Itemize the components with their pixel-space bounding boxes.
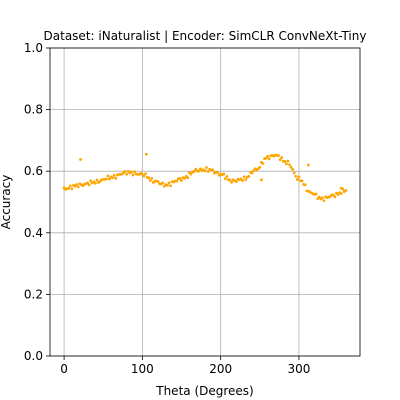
data-point	[166, 184, 169, 187]
data-point	[161, 181, 164, 184]
y-tick-label: 0.8	[24, 103, 43, 117]
data-point	[315, 193, 318, 196]
x-tick-label: 300	[287, 362, 310, 376]
data-point	[230, 181, 233, 184]
data-point	[88, 183, 91, 186]
x-tick-label: 200	[209, 362, 232, 376]
data-point	[268, 157, 271, 160]
grid-lines	[50, 48, 360, 356]
data-point	[67, 187, 70, 190]
axis-ticks: 0 100 200 300 0.0 0.2 0.4 0.6 0.8 1.0	[24, 41, 310, 376]
data-point	[205, 166, 208, 169]
y-tick-label: 0.6	[24, 164, 43, 178]
outlier-point	[340, 187, 343, 190]
data-point	[125, 173, 128, 176]
data-point	[293, 172, 296, 175]
data-point	[304, 183, 307, 186]
data-point	[175, 180, 178, 183]
data-point	[301, 179, 304, 182]
data-point	[262, 162, 265, 165]
data-point	[107, 174, 110, 177]
data-point	[226, 175, 229, 178]
chart-title: Dataset: iNaturalist | Encoder: SimCLR C…	[44, 29, 367, 43]
data-point	[132, 174, 135, 177]
data-point	[147, 176, 150, 179]
outlier-point	[260, 178, 263, 181]
data-point	[235, 180, 238, 183]
data-point	[114, 177, 117, 180]
data-point	[180, 179, 183, 182]
data-point	[298, 176, 301, 179]
data-point	[244, 178, 247, 181]
data-point	[130, 171, 133, 174]
data-point	[77, 185, 80, 188]
y-tick-label: 1.0	[24, 41, 43, 55]
data-point	[345, 189, 348, 192]
data-point	[211, 169, 214, 172]
data-point	[287, 160, 290, 163]
data-point	[241, 179, 244, 182]
data-point	[96, 179, 99, 182]
y-tick-label: 0.0	[24, 349, 43, 363]
data-point	[124, 170, 127, 173]
data-point	[133, 170, 136, 173]
data-point	[243, 175, 246, 178]
y-tick-label: 0.4	[24, 226, 43, 240]
data-point	[105, 178, 108, 181]
data-point	[321, 196, 324, 199]
data-point	[247, 175, 250, 178]
data-point	[288, 163, 291, 166]
data-point	[266, 155, 269, 158]
data-point	[285, 163, 288, 166]
data-point	[168, 182, 171, 185]
y-axis-label: Accuracy	[0, 175, 13, 230]
outlier-point	[307, 164, 310, 167]
data-point	[258, 166, 261, 169]
data-point	[277, 154, 280, 157]
data-point	[294, 175, 297, 178]
data-point	[296, 178, 299, 181]
outlier-point	[79, 158, 82, 161]
data-point	[222, 173, 225, 176]
plot-frame	[50, 48, 360, 356]
data-point	[150, 177, 153, 180]
data-point	[283, 160, 286, 163]
outlier-point	[145, 153, 148, 156]
data-point	[143, 175, 146, 178]
data-point	[69, 184, 72, 187]
data-point	[144, 172, 147, 175]
y-tick-label: 0.2	[24, 287, 43, 301]
data-point	[193, 170, 196, 173]
data-point	[71, 188, 74, 191]
data-point	[169, 184, 172, 187]
data-point	[334, 195, 337, 198]
data-point	[291, 168, 294, 171]
data-point	[94, 182, 97, 185]
data-point	[186, 176, 189, 179]
data-point	[111, 176, 114, 179]
data-point	[323, 199, 326, 202]
data-point	[251, 172, 254, 175]
data-point	[216, 171, 219, 174]
data-point	[197, 170, 200, 173]
data-point	[280, 156, 283, 159]
data-point	[204, 169, 207, 172]
data-point	[75, 183, 78, 186]
data-point	[340, 192, 343, 195]
data-point	[207, 170, 210, 173]
data-points	[63, 153, 348, 202]
x-tick-label: 100	[131, 362, 154, 376]
x-tick-label: 0	[60, 362, 68, 376]
data-point	[113, 174, 116, 177]
x-axis-label: Theta (Degrees)	[155, 384, 253, 398]
